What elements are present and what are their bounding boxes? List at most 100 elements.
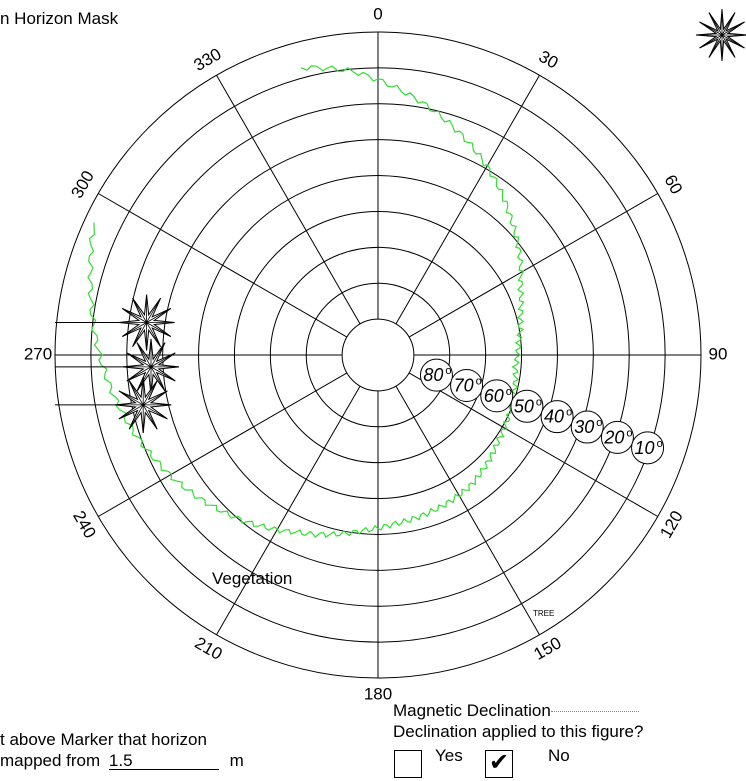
azimuth-label: 30 — [536, 47, 562, 73]
compass-rose-star-ray — [721, 12, 736, 36]
azimuth-label: 60 — [660, 172, 686, 198]
elevation-label-ring — [450, 369, 484, 403]
height-text-line1: t above Marker that horizon — [0, 730, 207, 749]
sun-marker-icon-ray — [136, 366, 152, 392]
sun-marker-icon-ray — [150, 366, 166, 392]
azimuth-label: 270 — [24, 344, 52, 363]
horizon-mask-layer — [87, 65, 525, 538]
sun-marker-icon-ray — [126, 366, 152, 382]
sun-marker-icon-ray — [146, 298, 161, 323]
compass-rose-star-ray — [699, 34, 723, 49]
declination-question: Declination applied to this figure? — [393, 722, 644, 741]
declination-text: Magnetic Declination — [393, 701, 551, 720]
degree-symbol: o — [566, 407, 572, 419]
azimuth-spoke — [216, 385, 361, 635]
compass-rose-star-ray — [708, 34, 723, 58]
height-value-field[interactable]: 1.5 — [108, 751, 219, 770]
sun-marker-icon-ray — [136, 342, 152, 368]
degree-symbol: o — [626, 427, 632, 439]
sun-marker-icon-ray — [122, 322, 147, 337]
height-unit: m — [229, 751, 244, 770]
sun-marker-icon-ray — [146, 322, 172, 337]
sun-marker-icon-ray — [146, 308, 172, 323]
azimuth-spoke — [408, 193, 658, 338]
elevation-label: 50 — [514, 396, 534, 416]
elevation-label-ring — [540, 400, 574, 434]
sun-marker-icon-ray — [132, 298, 147, 323]
elevation-ring — [341, 318, 415, 392]
sun-marker-icon-ray — [122, 308, 147, 323]
no-check-icon: ✔ — [489, 749, 510, 776]
height-value: 1.5 — [108, 751, 133, 770]
sun-marker-icon-ray — [118, 390, 144, 406]
diagram-title: n Horizon Mask — [0, 9, 119, 28]
elevation-label-ring — [570, 410, 604, 444]
no-checkbox[interactable]: ✔ — [485, 749, 513, 778]
azimuth-spoke — [98, 372, 348, 517]
elevation-label: 80 — [423, 365, 443, 385]
declination-value-line[interactable] — [550, 711, 639, 712]
azimuth-label: 150 — [530, 633, 564, 664]
azimuth-spoke — [98, 193, 348, 338]
elevation-label: 20 — [603, 427, 624, 447]
azimuth-label: 90 — [709, 344, 728, 363]
azimuth-spoke — [395, 385, 540, 635]
elevation-label-ring — [419, 358, 453, 392]
azimuth-label: 120 — [656, 507, 687, 541]
azimuth-spoke — [216, 75, 361, 325]
declination-label: Magnetic Declination — [393, 701, 639, 721]
sun-marker-icon-ray — [142, 390, 168, 406]
sun-marker-icon-ray — [142, 404, 158, 430]
elevation-label-ring — [480, 379, 514, 413]
sun-marker-icon-ray — [146, 322, 161, 347]
sun-marker-icon-ray — [150, 366, 176, 382]
height-prefix: mapped from — [0, 751, 101, 770]
degree-symbol: o — [476, 376, 482, 388]
compass-rose-icon — [695, 8, 746, 62]
compass-rose-star-ray — [721, 21, 745, 36]
degree-symbol: o — [596, 417, 602, 429]
compass-rose-star-ray — [708, 12, 723, 36]
sun-marker-layer — [115, 294, 180, 433]
horizon-mask-line — [87, 65, 525, 538]
tree-label: TREE — [533, 609, 554, 618]
elevation-label-ring — [510, 389, 544, 423]
azimuth-label: 210 — [191, 633, 225, 664]
elevation-label-layer: 80 o70 o60 o50 o40 o30 o20 o10 o — [419, 358, 665, 465]
azimuth-label: 300 — [67, 167, 98, 201]
azimuth-spoke — [395, 75, 540, 325]
degree-symbol: o — [506, 386, 512, 398]
elevation-label-ring — [631, 431, 665, 465]
sun-marker-icon-ray — [128, 404, 144, 430]
height-text-line2: mapped from 1.5 m — [0, 751, 244, 771]
sun-marker-icon-ray — [150, 342, 166, 368]
azimuth-label: 240 — [69, 507, 100, 541]
sun-marker-icon-ray — [150, 352, 176, 368]
degree-symbol: o — [445, 365, 451, 377]
azimuth-label: 330 — [190, 44, 224, 75]
elevation-label-ring — [600, 420, 634, 454]
yes-checkbox[interactable] — [394, 750, 422, 778]
elevation-label: 40 — [544, 407, 564, 427]
elevation-label: 30 — [574, 417, 594, 437]
yes-label: Yes — [435, 746, 463, 765]
degree-symbol: o — [657, 438, 663, 450]
azimuth-label: 180 — [364, 684, 392, 703]
azimuth-spoke — [408, 372, 658, 517]
sun-marker-icon-ray — [142, 380, 158, 406]
sun-marker-icon-ray — [118, 404, 144, 420]
elevation-label: 70 — [454, 376, 474, 396]
vegetation-label: Vegetation — [212, 569, 292, 588]
compass-rose-star-ray — [699, 21, 723, 36]
sun-marker-icon-ray — [126, 352, 152, 368]
sun-marker-icon-ray — [132, 322, 147, 347]
azimuth-label: 0 — [373, 4, 382, 23]
degree-symbol: o — [536, 396, 542, 408]
compass-rose-star-ray — [721, 34, 745, 49]
compass-rose-star-ray — [721, 34, 736, 58]
elevation-label: 10 — [635, 438, 655, 458]
sun-marker-icon-ray — [142, 404, 168, 420]
no-label: No — [548, 746, 570, 765]
sun-marker-icon-ray — [128, 380, 144, 406]
